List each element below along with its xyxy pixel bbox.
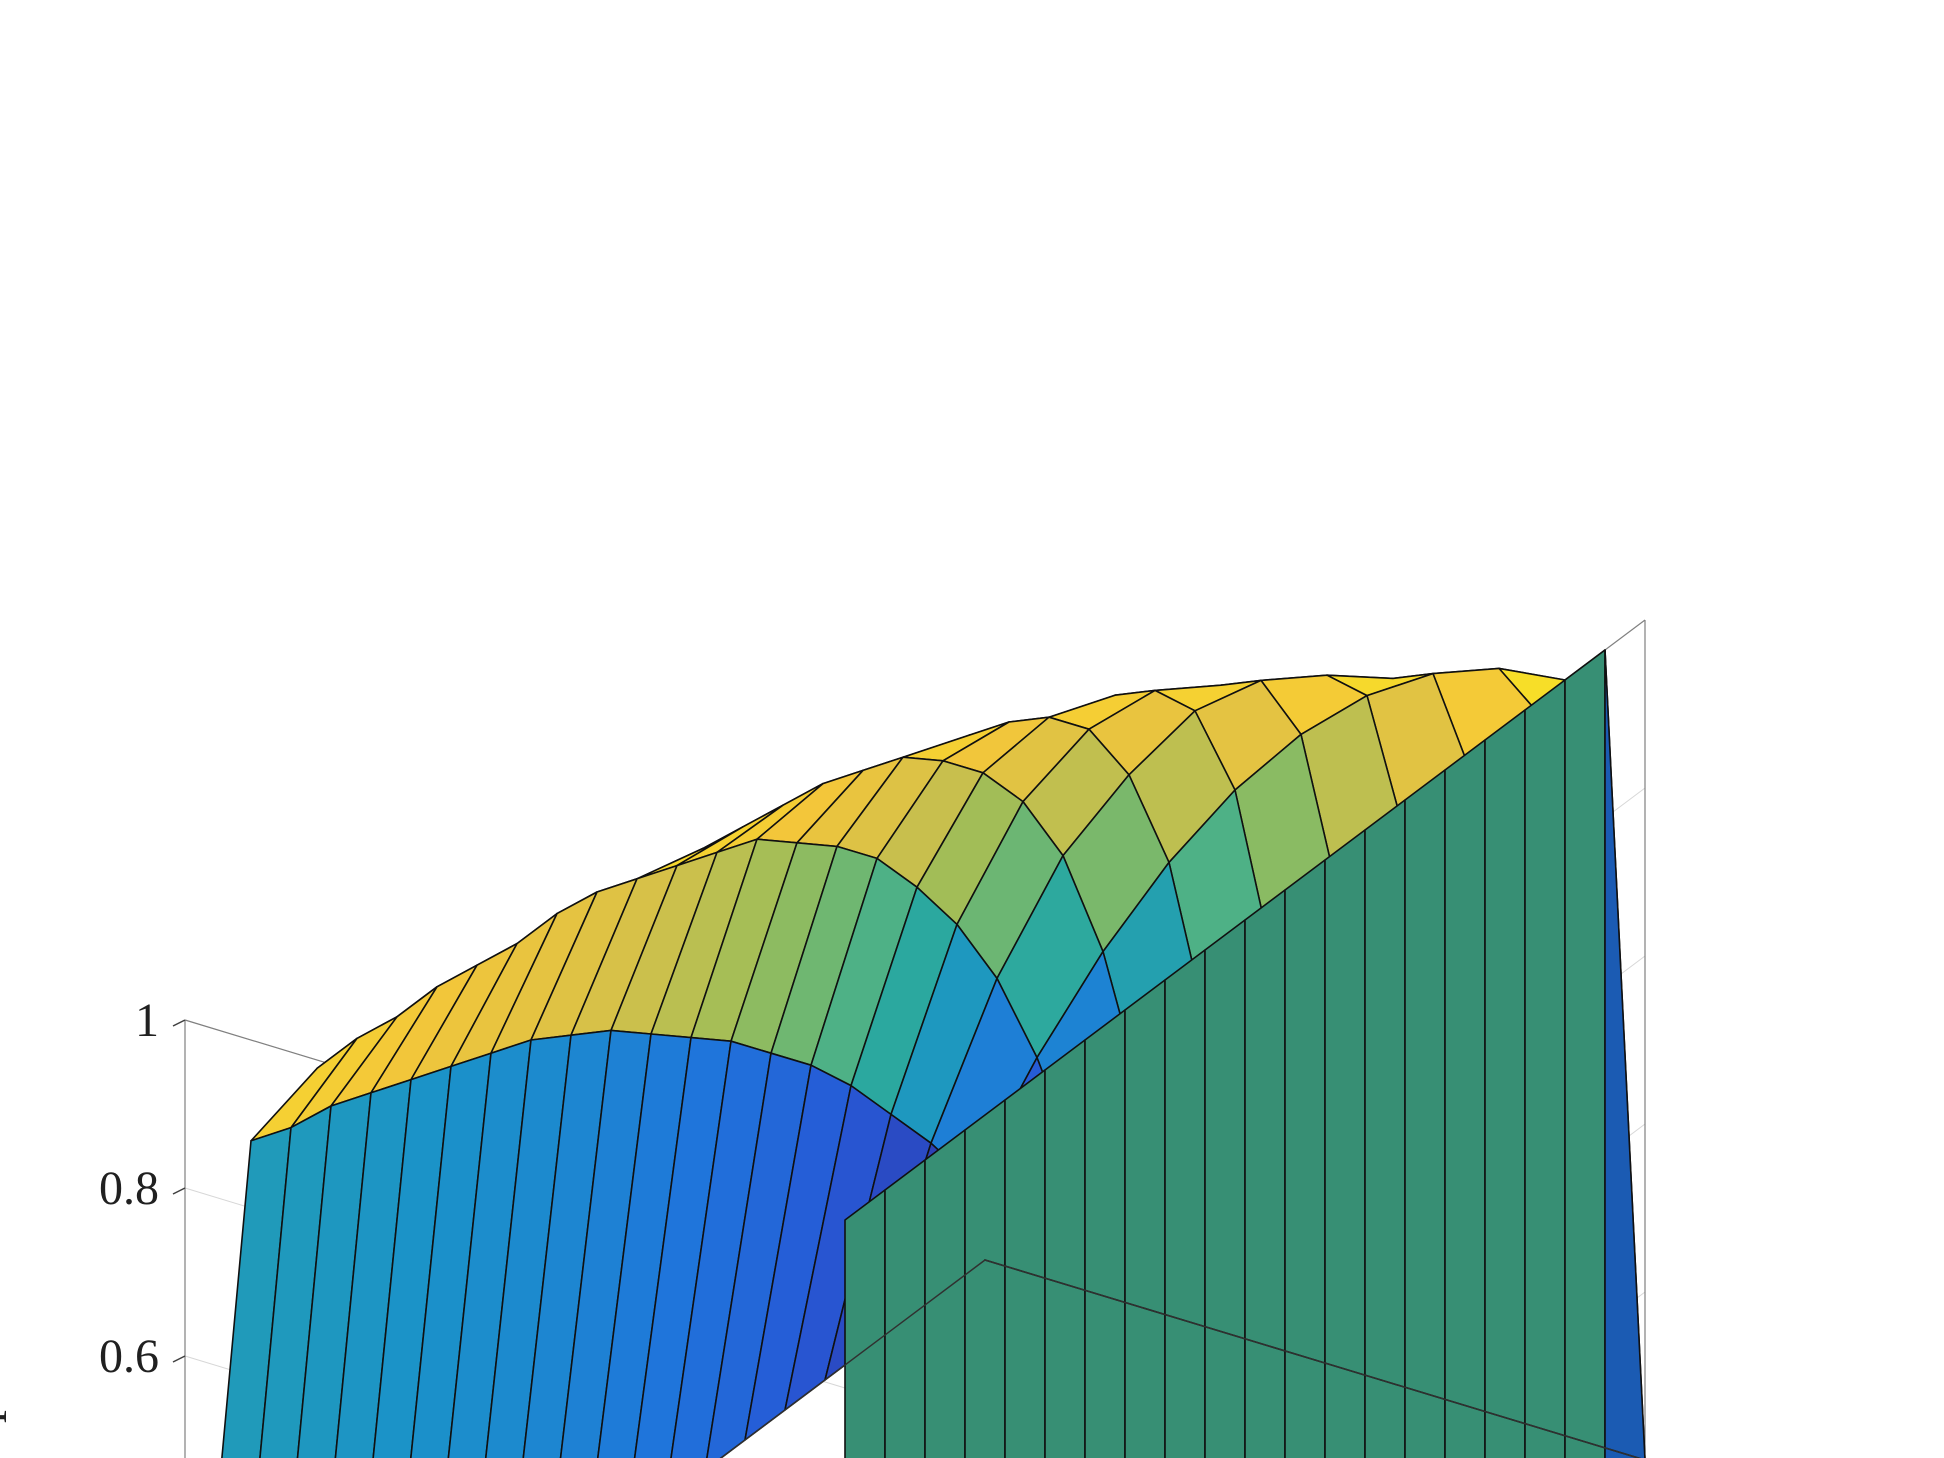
surface bbox=[185, 650, 1645, 1458]
z-tick-label: 0.6 bbox=[99, 1330, 159, 1383]
chart-svg: 00.20.40.60.810102000.20.40.60.81qDprob.… bbox=[0, 0, 1944, 1458]
z-axis-label: prob. send packets bbox=[0, 1267, 7, 1458]
z-tick-label: 1 bbox=[135, 994, 159, 1047]
z-tick-label: 0.8 bbox=[99, 1162, 159, 1215]
surface-chart: 00.20.40.60.810102000.20.40.60.81qDprob.… bbox=[0, 0, 1944, 1458]
